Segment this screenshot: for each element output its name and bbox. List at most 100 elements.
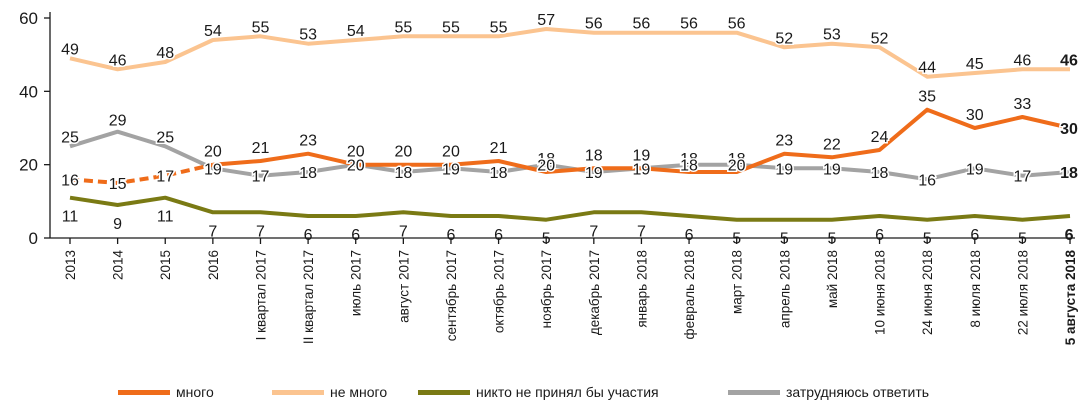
legend-item: затрудняюсь ответить: [728, 381, 929, 403]
series-line: [69, 27, 1070, 79]
data-label: 56: [728, 16, 746, 33]
y-tick-label: 60: [19, 9, 38, 28]
x-tick-label: 22 июля 2018: [1015, 250, 1030, 335]
data-label: 18: [680, 151, 698, 168]
data-label: 30: [966, 107, 984, 124]
legend: много не много никто не принял бы участия з…: [0, 381, 1080, 403]
x-tick-label: апрель 2018: [777, 250, 792, 328]
data-label: 46: [1060, 52, 1078, 69]
data-label: 55: [442, 19, 460, 36]
data-label: 33: [1014, 96, 1032, 113]
data-label: 7: [208, 223, 217, 240]
data-label: 19: [775, 161, 793, 178]
data-label: 20: [204, 144, 222, 161]
x-tick-label: февраль 2018: [682, 250, 697, 340]
data-label: 35: [918, 89, 936, 106]
data-label: 21: [252, 140, 270, 157]
legend-item: не много: [272, 381, 387, 403]
data-label: 18: [585, 147, 603, 164]
data-label: 24: [871, 129, 889, 146]
data-label: 46: [1014, 52, 1032, 69]
data-label: 6: [1065, 227, 1074, 244]
data-label: 11: [157, 209, 174, 226]
data-label: 54: [204, 23, 222, 40]
data-label: 20: [537, 158, 555, 175]
x-tick-label: 8 июля 2018: [968, 250, 983, 328]
data-label: 55: [394, 19, 412, 36]
x-tick-label: 5 августа 2018: [1063, 250, 1078, 346]
data-label: 56: [585, 16, 603, 33]
plot-lines: [69, 27, 1071, 222]
data-label: 56: [633, 16, 651, 33]
data-label: 52: [775, 30, 793, 47]
data-label: 16: [61, 172, 79, 189]
x-tick-label: май 2018: [825, 250, 840, 308]
legend-item: никто не принял бы участия: [418, 381, 659, 403]
data-label: 18: [1060, 165, 1078, 182]
data-label: 25: [156, 129, 174, 146]
data-label: 19: [442, 161, 460, 178]
data-label: 45: [966, 56, 984, 73]
data-label: 16: [918, 172, 936, 189]
legend-label: никто не принял бы участия: [476, 384, 659, 400]
data-label: 55: [490, 19, 508, 36]
data-label: 21: [490, 140, 508, 157]
data-label: 20: [728, 158, 746, 175]
data-label: 20: [347, 158, 365, 175]
x-tick-label: декабрь 2017: [587, 250, 602, 335]
data-label: 57: [537, 12, 555, 29]
data-label: 17: [156, 169, 174, 186]
data-label: 46: [109, 52, 127, 69]
data-label: 19: [823, 161, 841, 178]
data-label: 7: [256, 223, 265, 240]
x-tick-label: октябрь 2017: [492, 250, 507, 333]
x-tick-label: 2016: [206, 250, 221, 280]
x-tick-label: II квартал 2017: [301, 250, 316, 344]
x-tick-label: январь 2018: [634, 250, 649, 328]
data-label: 6: [685, 227, 694, 244]
data-label: 6: [447, 227, 456, 244]
data-label: 23: [775, 133, 793, 150]
data-label: 9: [113, 216, 122, 233]
data-label: 52: [871, 30, 889, 47]
data-label: 11: [62, 209, 79, 226]
data-label: 6: [351, 227, 360, 244]
data-label: 7: [399, 223, 408, 240]
legend-swatch: [728, 389, 780, 395]
data-label: 20: [347, 144, 365, 161]
data-label: 19: [633, 147, 651, 164]
x-tick-label: сентябрь 2017: [444, 250, 459, 341]
data-label: 18: [871, 165, 889, 182]
data-label: 54: [347, 23, 365, 40]
data-label: 44: [918, 60, 936, 77]
x-tick-label: 2015: [158, 250, 173, 280]
data-label: 56: [680, 16, 698, 33]
series-line: [69, 162, 214, 185]
data-label: 55: [252, 19, 270, 36]
x-tick-label: I квартал 2017: [253, 250, 268, 340]
data-label: 6: [494, 227, 503, 244]
data-label: 18: [490, 165, 508, 182]
legend-swatch: [418, 389, 470, 395]
data-label: 22: [823, 136, 841, 153]
data-label: 48: [156, 45, 174, 62]
x-tick-label: ноябрь 2017: [539, 250, 554, 328]
data-label: 7: [637, 223, 646, 240]
legend-label: затрудняюсь ответить: [786, 384, 930, 400]
x-tick-label: июль 2017: [349, 250, 364, 316]
data-label: 17: [252, 169, 270, 186]
data-label: 30: [1060, 121, 1078, 138]
data-label: 6: [304, 227, 313, 244]
x-tick-label: март 2018: [730, 250, 745, 314]
data-label: 18: [537, 151, 555, 168]
data-label: 53: [299, 27, 317, 44]
data-label: 23: [299, 133, 317, 150]
series-line: [69, 195, 1071, 222]
x-tick-label: 2014: [111, 250, 126, 281]
data-label: 19: [633, 161, 651, 178]
y-tick-label: 40: [19, 82, 38, 101]
data-label: 7: [589, 223, 598, 240]
data-label: 18: [299, 165, 317, 182]
legend-item: много: [118, 381, 214, 403]
